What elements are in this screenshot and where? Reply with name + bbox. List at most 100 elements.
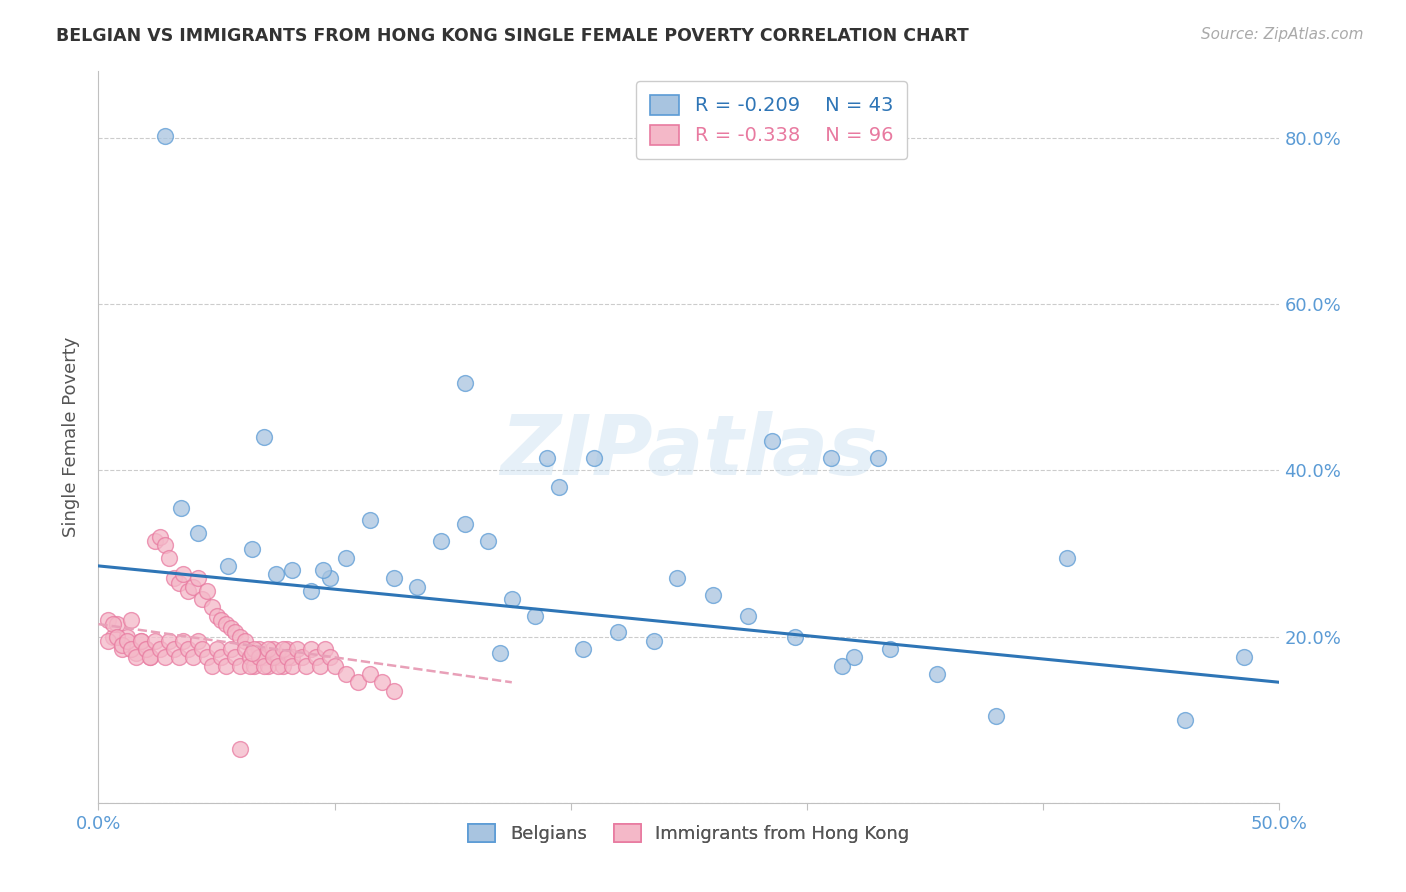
Point [785,630,807,644]
Point [536,450,558,465]
Point [143,633,166,648]
Point [271,642,294,657]
Point [524,608,547,623]
Point [111,642,134,657]
Point [844,650,866,665]
Point [101,617,124,632]
Point [135,642,157,657]
Point [101,630,124,644]
Point [643,633,665,648]
Point [149,642,172,657]
Point [143,533,166,548]
Point [866,450,889,465]
Point [170,500,193,515]
Point [97,613,120,627]
Point [264,567,287,582]
Point [217,558,239,573]
Point [153,538,176,552]
Point [453,376,475,390]
Point [299,642,322,657]
Point [271,658,294,673]
Point [267,658,290,673]
Point [177,583,200,598]
Point [267,650,290,665]
Text: Source: ZipAtlas.com: Source: ZipAtlas.com [1201,27,1364,42]
Point [157,550,180,565]
Point [347,675,370,690]
Point [247,642,270,657]
Point [285,642,308,657]
Point [253,658,276,673]
Point [187,633,209,648]
Point [820,450,842,465]
Point [172,633,194,648]
Point [177,642,200,657]
Point [925,667,948,681]
Point [205,608,228,623]
Point [187,525,209,540]
Point [219,642,242,657]
Point [139,650,162,665]
Point [406,580,429,594]
Legend: Belgians, Immigrants from Hong Kong: Belgians, Immigrants from Hong Kong [460,815,918,852]
Point [224,650,246,665]
Point [583,450,606,465]
Point [501,592,523,607]
Point [153,650,176,665]
Point [257,658,280,673]
Point [239,658,262,673]
Point [205,642,228,657]
Point [299,583,322,598]
Point [115,633,138,648]
Point [1233,650,1256,665]
Point [276,650,298,665]
Point [243,658,266,673]
Point [209,650,232,665]
Text: BELGIAN VS IMMIGRANTS FROM HONG KONG SINGLE FEMALE POVERTY CORRELATION CHART: BELGIAN VS IMMIGRANTS FROM HONG KONG SIN… [56,27,969,45]
Point [281,650,304,665]
Point [253,650,276,665]
Point [125,650,148,665]
Point [477,533,499,548]
Point [172,567,194,582]
Point [323,658,346,673]
Point [737,608,759,623]
Point [319,650,342,665]
Point [157,633,180,648]
Point [181,580,204,594]
Point [761,434,783,449]
Point [607,625,630,640]
Point [253,430,276,444]
Point [239,650,262,665]
Point [319,571,342,585]
Point [276,642,298,657]
Point [359,513,381,527]
Point [115,630,138,644]
Point [305,650,328,665]
Point [262,642,284,657]
Point [167,575,190,590]
Point [314,642,336,657]
Point [984,708,1007,723]
Point [195,583,218,598]
Point [229,658,252,673]
Point [139,650,162,665]
Point [281,658,304,673]
Point [181,650,204,665]
Text: ZIPatlas: ZIPatlas [501,411,877,492]
Point [125,646,148,660]
Point [224,625,246,640]
Point [430,533,453,548]
Point [167,650,190,665]
Point [257,642,280,657]
Point [229,630,252,644]
Point [97,633,120,648]
Point [295,658,318,673]
Point [309,658,332,673]
Point [191,642,214,657]
Point [149,530,172,544]
Point [201,600,224,615]
Point [135,642,157,657]
Point [489,646,512,660]
Point [121,613,143,627]
